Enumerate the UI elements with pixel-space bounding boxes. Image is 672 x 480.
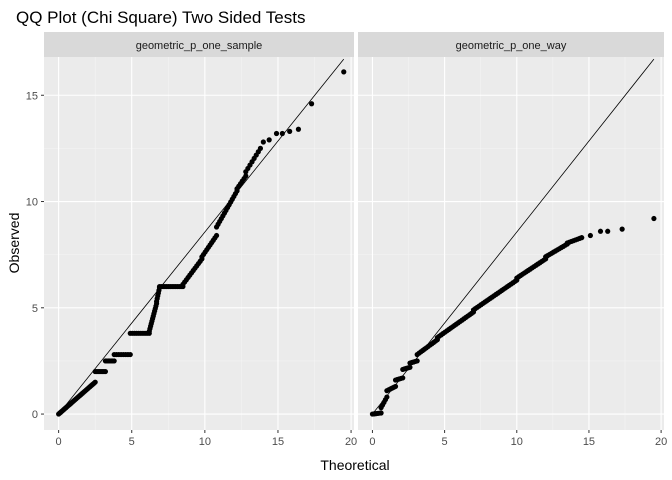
data-point	[378, 410, 384, 416]
data-point	[619, 226, 625, 232]
data-point	[213, 232, 220, 239]
x-tick-label: 5	[442, 436, 448, 448]
data-point	[279, 130, 285, 137]
data-point	[597, 228, 604, 234]
data-point	[407, 364, 413, 370]
data-point	[308, 101, 315, 107]
data-point	[605, 228, 611, 234]
data-point	[92, 379, 98, 385]
y-tick-label: 0	[32, 409, 38, 421]
data-point	[287, 128, 293, 134]
data-point	[257, 145, 264, 151]
facet-strip-label: geometric_p_one_way	[456, 40, 567, 52]
data-point	[260, 139, 266, 145]
data-point	[127, 351, 133, 358]
x-tick-label: 0	[369, 436, 375, 448]
y-tick-label: 10	[26, 197, 38, 209]
data-point	[414, 358, 420, 364]
x-tick-label: 20	[345, 436, 357, 448]
y-tick-label: 5	[32, 303, 38, 315]
chart-title: QQ Plot (Chi Square) Two Sided Tests	[16, 8, 305, 27]
x-tick-label: 15	[272, 436, 284, 448]
facet-strip	[44, 32, 354, 57]
x-tick-label: 10	[199, 436, 211, 448]
facet-panel-one-sample: geometric_p_one_sample 0 5 10 15 20 0 5 10 15	[26, 32, 357, 448]
data-point	[579, 235, 585, 241]
data-point	[102, 368, 109, 375]
data-point	[295, 126, 302, 132]
data-point	[266, 137, 272, 143]
data-point	[587, 232, 593, 239]
data-point	[243, 173, 249, 179]
data-point	[384, 394, 390, 400]
x-tick-label: 0	[56, 436, 62, 448]
data-point	[651, 215, 657, 222]
y-axis-title: Observed	[6, 213, 22, 274]
facet-strip	[358, 32, 664, 57]
y-tick-label: 15	[26, 90, 38, 102]
x-tick-label: 5	[129, 436, 135, 448]
facet-strip-label: geometric_p_one_sample	[136, 40, 263, 52]
facet-panel-one-way: geometric_p_one_way 0 5 10 15 20	[358, 32, 667, 448]
data-point	[111, 358, 117, 364]
data-point	[392, 383, 399, 390]
reference-line	[58, 58, 345, 415]
x-tick-label: 10	[511, 436, 523, 448]
x-tick-label: 15	[583, 436, 595, 448]
data-point	[273, 130, 280, 137]
x-tick-label: 20	[655, 436, 667, 448]
data-point	[400, 375, 406, 381]
x-axis-title: Theoretical	[320, 457, 389, 473]
data-point	[341, 69, 347, 75]
